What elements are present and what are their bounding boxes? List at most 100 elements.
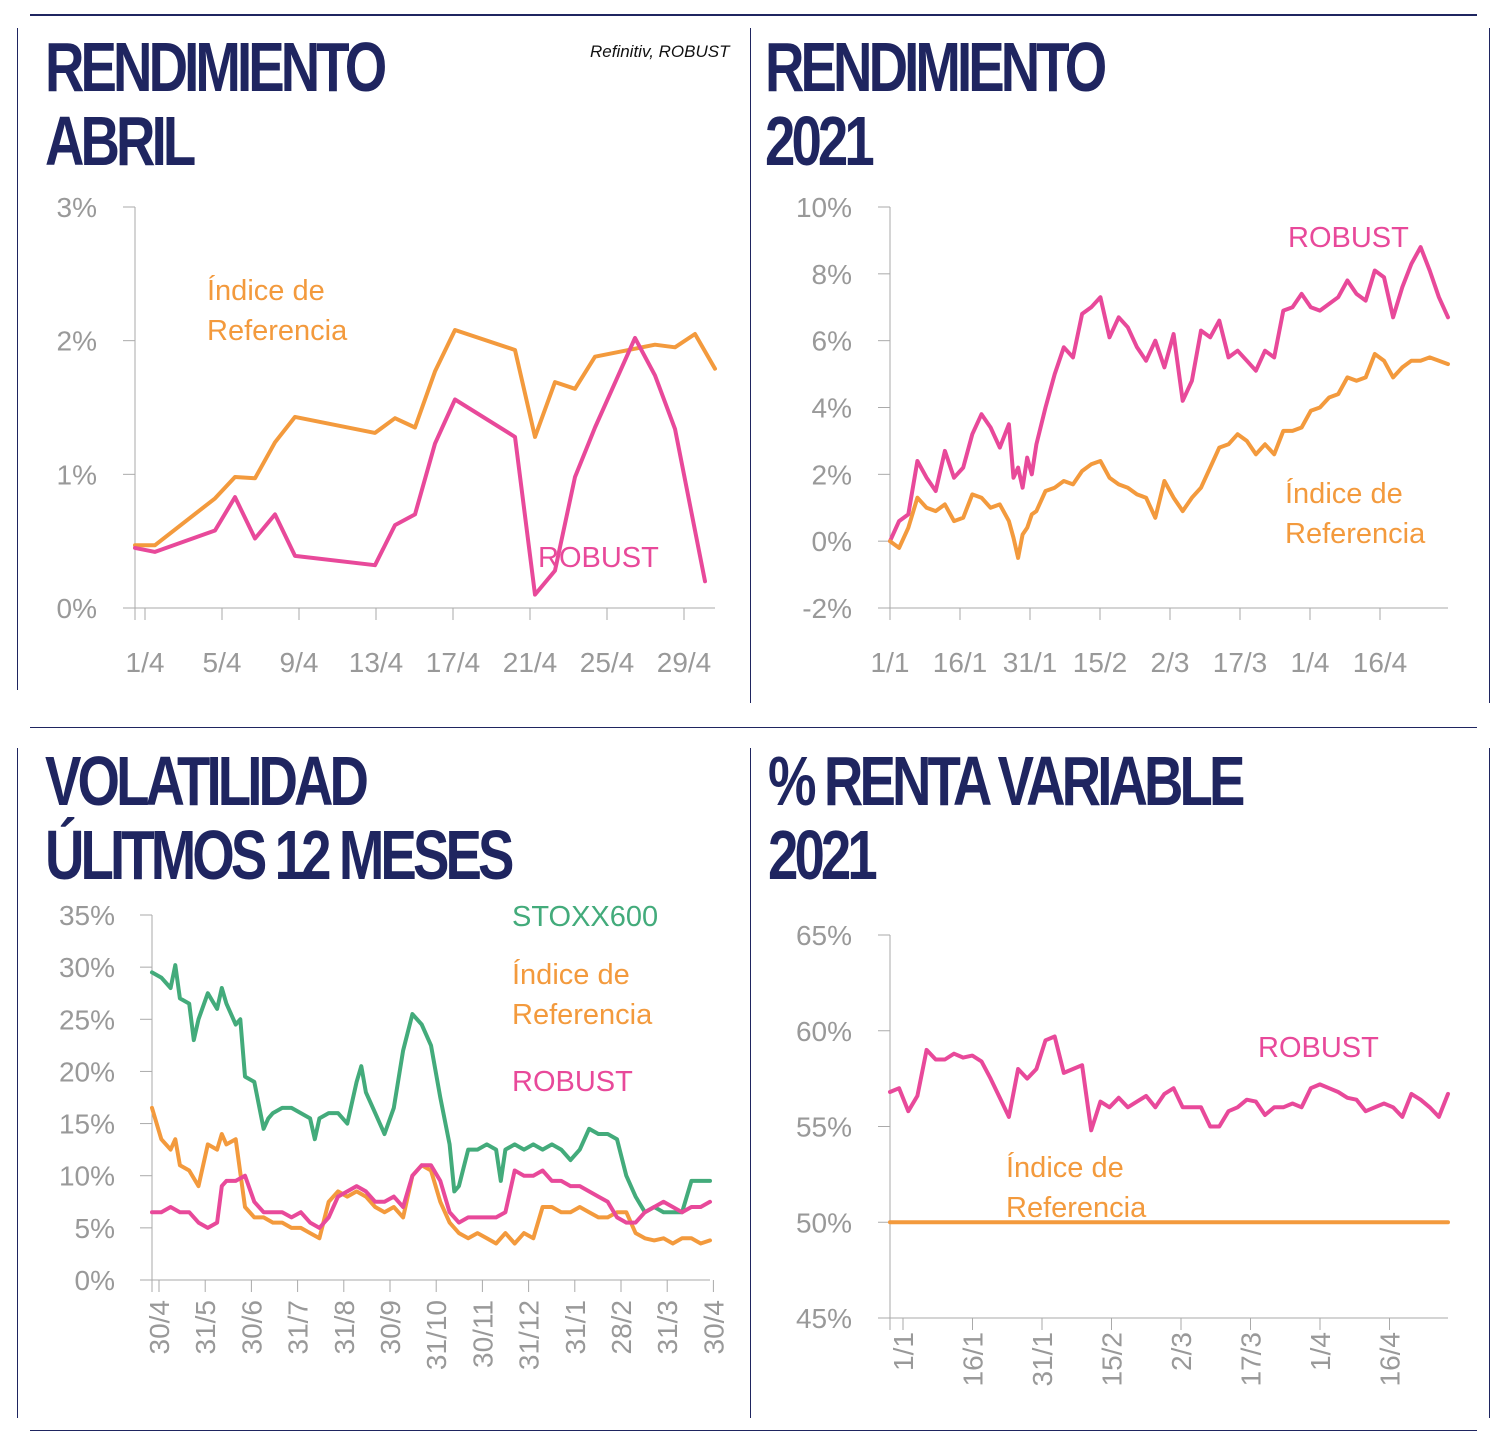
y-tick-label: 15% [59,1109,115,1140]
y-tick-label: 8% [812,259,852,290]
y-tick-label: 20% [59,1056,115,1087]
x-tick-label: 1/4 [126,647,165,678]
right-bottom-border [1489,748,1490,1418]
y-tick-label: 2% [812,459,852,490]
series-label--ndice-de-referencia: Índice de [1285,477,1403,510]
x-tick-label: 21/4 [503,647,558,678]
x-tick-label: 1/1 [871,647,910,678]
series-label-robust: ROBUST [1288,222,1409,254]
y-tick-label: 25% [59,1004,115,1035]
y-tick-label: 55% [796,1112,852,1143]
series-label-robust: ROBUST [512,1066,633,1098]
title-line-1: RENDIMIENTO [45,28,387,106]
title-line-1: % RENTA VARIABLE [768,742,1245,820]
x-tick-label: 31/1 [1003,647,1058,678]
middle-rule [30,727,1477,728]
series-label--ndice-de-referencia: Índice de [1006,1151,1124,1184]
y-tick-label: 6% [812,326,852,357]
panel-title-rendimiento-2021: RENDIMIENTO 2021 [765,28,1107,180]
x-tick-label: 31/12 [514,1300,545,1370]
series-line-robust [888,245,1450,544]
panel-title-renta-variable: % RENTA VARIABLE 2021 [768,742,1245,894]
series-line--ndice-de-referencia [888,352,1450,560]
title-line-2: ABRIL [45,102,196,180]
x-tick-label: 31/1 [560,1300,591,1355]
x-tick-label: 28/2 [606,1300,637,1355]
title-line-2: ÚLITMOS 12 MESES [45,816,514,894]
series-label--ndice-de-referencia-line2: Referencia [1006,1192,1147,1224]
x-tick-label: 29/4 [657,647,712,678]
y-tick-label: 4% [812,393,852,424]
x-tick-label: 2/3 [1151,647,1190,678]
x-tick-label: 17/3 [1236,1332,1267,1387]
x-tick-label: 31/8 [329,1300,360,1355]
series-label--ndice-de-referencia-line2: Referencia [207,315,348,347]
x-tick-label: 30/6 [236,1300,267,1355]
y-tick-label: 50% [796,1207,852,1238]
x-tick-label: 31/3 [652,1300,683,1355]
x-tick-label: 16/1 [933,647,988,678]
x-tick-label: 16/4 [1375,1332,1406,1387]
y-tick-label: 10% [59,1161,115,1192]
series-line-robust [133,336,707,597]
series-line--ndice-de-referencia [133,328,717,548]
series-line-robust [150,1163,712,1230]
x-tick-label: 31/10 [421,1300,452,1370]
series-label-robust: ROBUST [1258,1032,1379,1064]
y-tick-label: 60% [796,1016,852,1047]
series-label--ndice-de-referencia-line2: Referencia [512,999,653,1031]
x-tick-label: 16/1 [958,1332,989,1387]
y-tick-label: 0% [57,593,97,624]
x-tick-label: 30/4 [698,1300,729,1355]
title-line-1: RENDIMIENTO [765,28,1107,106]
x-tick-label: 17/3 [1213,647,1268,678]
x-tick-label: 15/2 [1097,1332,1128,1387]
x-tick-label: 30/11 [467,1300,498,1368]
x-tick-label: 16/4 [1353,647,1408,678]
center-top-divider [750,28,751,703]
top-rule [30,14,1477,16]
title-line-2: 2021 [765,102,875,180]
source-credit: Refinitiv, ROBUST [590,42,730,61]
y-tick-label: 30% [59,952,115,983]
bottom-rule [30,1430,1477,1431]
x-tick-label: 9/4 [280,647,319,678]
y-tick-label: 35% [59,900,115,931]
y-tick-label: 10% [796,192,852,223]
series-line-robust [888,1034,1450,1133]
series-line-stoxx600 [150,963,712,1215]
panel-title-volatilidad: VOLATILIDAD ÚLITMOS 12 MESES [45,742,514,894]
x-tick-label: 1/4 [1305,1332,1336,1371]
y-tick-label: 65% [796,920,852,951]
title-line-1: VOLATILIDAD [45,742,369,820]
series-label-robust: ROBUST [538,542,659,574]
y-tick-label: 1% [57,459,97,490]
title-line-2: 2021 [768,816,878,894]
series-label-stoxx600: STOXX600 [512,901,658,933]
y-tick-label: 3% [57,192,97,223]
center-bottom-divider [750,748,751,1418]
y-tick-label: 5% [75,1213,115,1244]
x-tick-label: 1/4 [1291,647,1330,678]
x-tick-label: 31/1 [1027,1332,1058,1387]
x-tick-label: 30/4 [144,1300,175,1355]
x-tick-label: 25/4 [580,647,635,678]
y-tick-label: -2% [802,593,852,624]
panel-title-rendimiento-abril: RENDIMIENTO ABRIL [45,28,387,180]
y-tick-label: 45% [796,1303,852,1334]
series-label--ndice-de-referencia: Índice de [207,274,325,307]
x-tick-label: 31/5 [190,1300,221,1355]
y-tick-label: 2% [57,326,97,357]
x-tick-label: 13/4 [349,647,404,678]
y-tick-label: 0% [75,1265,115,1296]
left-bottom-border [17,748,18,1418]
y-tick-label: 0% [812,526,852,557]
right-top-border [1489,28,1490,703]
series-label--ndice-de-referencia-line2: Referencia [1285,518,1426,550]
left-top-border [17,28,18,690]
x-tick-label: 2/3 [1166,1332,1197,1371]
x-tick-label: 30/9 [375,1300,406,1355]
x-tick-label: 31/7 [283,1300,314,1355]
x-tick-label: 15/2 [1073,647,1128,678]
